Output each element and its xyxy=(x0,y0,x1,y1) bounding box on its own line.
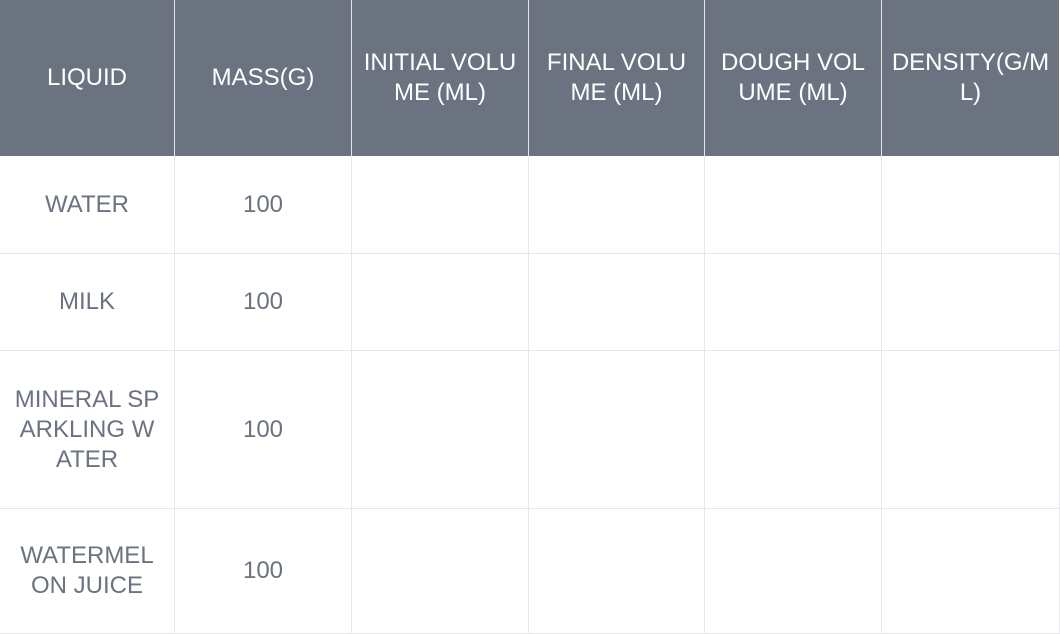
cell-dough-volume[interactable] xyxy=(705,156,882,254)
table-row: MINERAL SPARKLING WATER 100 xyxy=(0,351,1060,509)
cell-liquid: MILK xyxy=(0,254,175,351)
cell-initial-volume[interactable] xyxy=(352,509,529,634)
cell-mass: 100 xyxy=(175,509,352,634)
cell-dough-volume[interactable] xyxy=(705,254,882,351)
cell-final-volume[interactable] xyxy=(529,509,705,634)
cell-final-volume[interactable] xyxy=(529,351,705,509)
cell-mass: 100 xyxy=(175,156,352,254)
table-row: MILK 100 xyxy=(0,254,1060,351)
cell-mass: 100 xyxy=(175,351,352,509)
cell-final-volume[interactable] xyxy=(529,254,705,351)
cell-liquid: WATER xyxy=(0,156,175,254)
header-dough-volume: DOUGH VOLUME (ML) xyxy=(705,0,882,156)
cell-mass: 100 xyxy=(175,254,352,351)
header-initial-volume: INITIAL VOLUME (ML) xyxy=(352,0,529,156)
table-header-row: LIQUID MASS(G) INITIAL VOLUME (ML) FINAL… xyxy=(0,0,1060,156)
cell-density[interactable] xyxy=(882,156,1060,254)
cell-liquid: WATERMELON JUICE xyxy=(0,509,175,634)
cell-density[interactable] xyxy=(882,351,1060,509)
header-final-volume: FINAL VOLUME (ML) xyxy=(529,0,705,156)
cell-initial-volume[interactable] xyxy=(352,156,529,254)
header-density: DENSITY(G/ML) xyxy=(882,0,1060,156)
cell-initial-volume[interactable] xyxy=(352,254,529,351)
cell-liquid: MINERAL SPARKLING WATER xyxy=(0,351,175,509)
table-row: WATERMELON JUICE 100 xyxy=(0,509,1060,634)
header-liquid: LIQUID xyxy=(0,0,175,156)
cell-final-volume[interactable] xyxy=(529,156,705,254)
table-row: WATER 100 xyxy=(0,156,1060,254)
header-mass: MASS(G) xyxy=(175,0,352,156)
cell-density[interactable] xyxy=(882,509,1060,634)
cell-dough-volume[interactable] xyxy=(705,509,882,634)
cell-density[interactable] xyxy=(882,254,1060,351)
cell-dough-volume[interactable] xyxy=(705,351,882,509)
cell-initial-volume[interactable] xyxy=(352,351,529,509)
